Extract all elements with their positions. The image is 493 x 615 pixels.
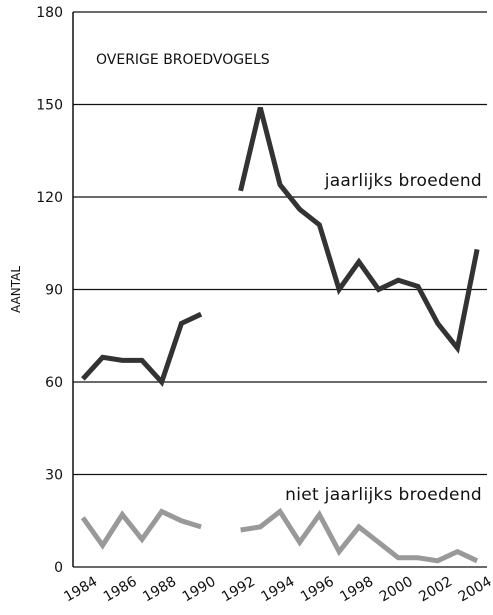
y-tick-label: 0 [54, 560, 63, 576]
y-tick-label: 60 [45, 375, 63, 391]
x-tick-label: 1986 [101, 574, 140, 606]
x-tick-label: 2000 [377, 574, 416, 606]
x-tick-label: 1992 [219, 574, 258, 606]
x-tick-labels: 1984 1986 1988 1990 1992 1994 1996 1998 2000 2002… [61, 574, 493, 606]
y-tick-labels: 0 30 60 90 120 150 180 [36, 5, 63, 576]
y-tick-label: 180 [36, 5, 63, 21]
y-tick-label: 150 [36, 98, 63, 114]
y-axis-label: AANTAL [9, 266, 23, 313]
y-tick-label: 30 [45, 468, 63, 484]
y-tick-label: 120 [36, 190, 63, 206]
x-tick-label: 2002 [416, 574, 455, 606]
x-tick-label: 1990 [180, 574, 219, 606]
chart-title: OVERIGE BROEDVOGELS [96, 52, 270, 68]
series-1-segment-0 [80, 508, 202, 550]
series-label-jaarlijks: jaarlijks broedend [324, 171, 482, 191]
x-tick-label: 1998 [337, 574, 376, 606]
y-tick-label: 90 [45, 283, 63, 299]
series-label-niet-jaarlijks: niet jaarlijks broedend [285, 485, 482, 505]
x-tick-label: 1984 [61, 574, 100, 606]
gridlines [73, 11, 487, 568]
x-tick-label: 1988 [140, 574, 179, 606]
series-lines [80, 106, 480, 564]
series-1-segment-1 [240, 507, 479, 564]
series-0-segment-1 [238, 106, 480, 354]
x-tick-label: 2004 [456, 574, 493, 606]
x-tick-label: 1996 [298, 574, 337, 606]
series-0-segment-0 [81, 311, 203, 387]
x-tick-label: 1994 [259, 574, 298, 606]
